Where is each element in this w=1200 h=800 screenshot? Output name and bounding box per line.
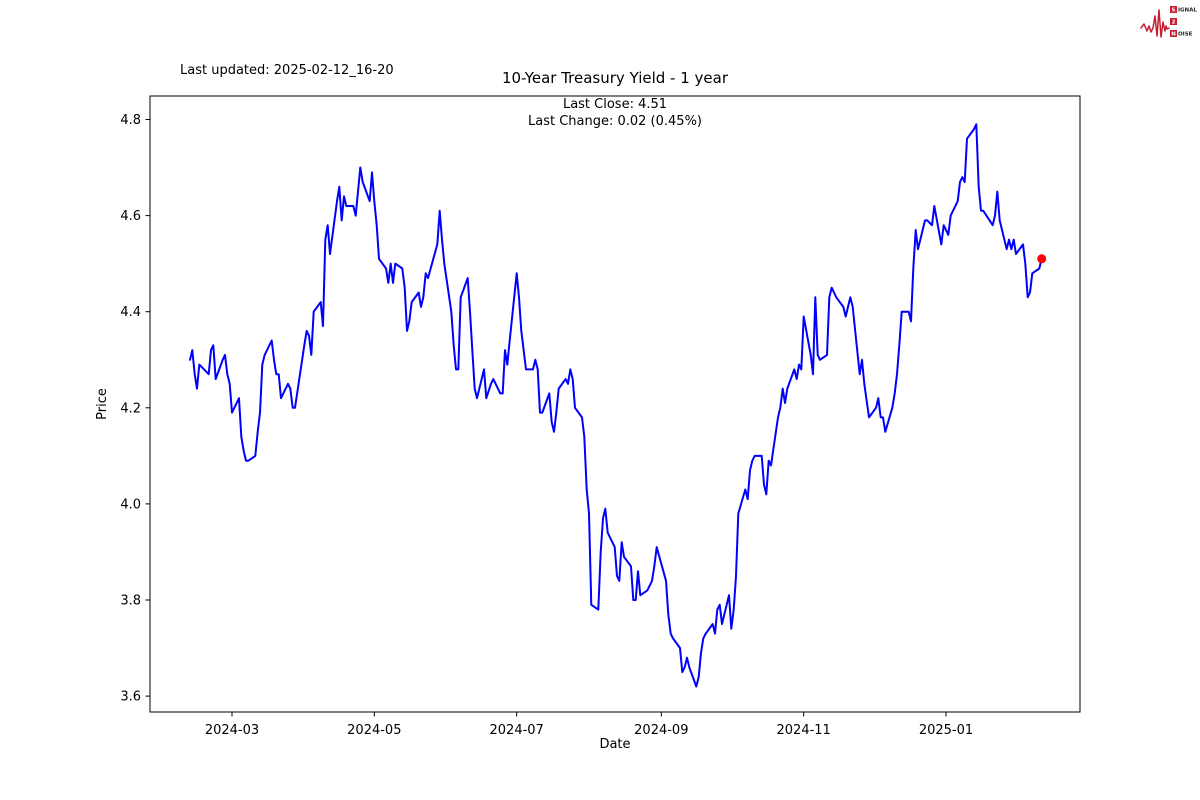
- x-tick-label: 2024-05: [347, 723, 401, 738]
- subtitle-last-change: Last Change: 0.02 (0.45%): [527, 114, 702, 129]
- x-tick-label: 2024-03: [205, 723, 259, 738]
- y-tick-label: 4.4: [120, 305, 141, 320]
- last-point-marker: [1037, 254, 1047, 264]
- axis-ticks: [145, 119, 947, 717]
- logo-number-2: 2: [1172, 20, 1176, 26]
- brand-logo-svg: S IGNAL 2 N OISE: [1140, 6, 1197, 38]
- x-tick-label: 2024-09: [634, 723, 688, 738]
- x-tick-label: 2025-01: [919, 723, 973, 738]
- axis-tick-labels: 2024-03 2024-05 2024-07 2024-09 2024-11 2025-…: [120, 113, 973, 738]
- x-tick-label: 2024-11: [777, 723, 831, 738]
- logo-box-s: [1170, 6, 1177, 13]
- last-updated-label: Last updated: 2025-02-12_16-20: [180, 63, 394, 78]
- y-tick-label: 4.8: [120, 113, 141, 128]
- y-axis-label: Price: [95, 388, 110, 420]
- chart-title: 10-Year Treasury Yield - 1 year: [501, 69, 729, 87]
- plot-border: [149, 95, 1081, 713]
- logo-text-ignal: IGNAL: [1178, 8, 1197, 14]
- logo-text-oise: OISE: [1178, 32, 1193, 38]
- y-tick-label: 4.6: [120, 209, 141, 224]
- ecg-waveform-icon: [1140, 9, 1170, 38]
- y-tick-label: 4.0: [120, 497, 141, 512]
- y-tick-label: 4.2: [120, 401, 141, 416]
- x-axis-label: Date: [599, 737, 630, 752]
- x-tick-label: 2024-07: [490, 723, 544, 738]
- series-line: [189, 123, 1043, 688]
- subtitle-last-close: Last Close: 4.51: [562, 97, 668, 112]
- logo-letter-s: S: [1172, 8, 1176, 14]
- logo-box-n: [1170, 30, 1177, 37]
- logo-letter-n: N: [1171, 32, 1176, 38]
- y-tick-label: 3.8: [120, 594, 141, 609]
- brand-logo: S IGNAL 2 N OISE: [1140, 3, 1198, 45]
- y-tick-label: 3.6: [120, 690, 141, 705]
- series-group: [189, 123, 1047, 688]
- logo-box-2: [1170, 18, 1177, 25]
